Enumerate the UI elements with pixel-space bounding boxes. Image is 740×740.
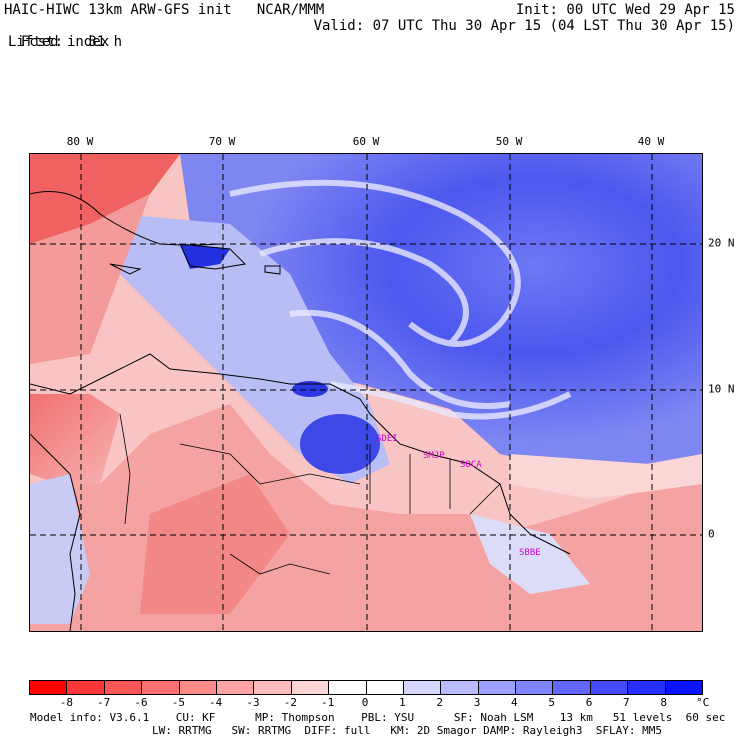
forecast-hour-label: Fcst: 31 h bbox=[4, 18, 122, 50]
deep-stable-trinidad bbox=[292, 381, 328, 397]
map-svg bbox=[30, 154, 702, 631]
colorbar-tick-label: -3 bbox=[246, 696, 260, 709]
valid-time: Valid: 07 UTC Thu 30 Apr 15 (04 LST Thu … bbox=[313, 18, 735, 34]
colorbar-tick-label: 3 bbox=[473, 696, 481, 709]
fcst-label: Fcst: bbox=[20, 34, 64, 50]
stable-caribbean-region bbox=[120, 214, 390, 484]
colorbar-tick-label: -6 bbox=[134, 696, 148, 709]
field-name: Lifted index bbox=[8, 34, 110, 50]
deep-stable-guiana bbox=[300, 414, 380, 474]
colorbar-swatch bbox=[142, 681, 180, 694]
colorbar-swatch bbox=[104, 681, 143, 694]
colorbar-swatch bbox=[516, 681, 554, 694]
colorbar-swatch bbox=[329, 681, 367, 694]
colorbar-swatch bbox=[67, 681, 105, 694]
lon-tick-60w: 60 W bbox=[352, 135, 380, 148]
colorbar-swatch bbox=[254, 681, 292, 694]
colorbar-swatch bbox=[366, 681, 404, 694]
lifted-index-map: SDEI SMJP SOCA SBBE bbox=[29, 153, 703, 632]
colorbar-tick-label: -5 bbox=[171, 696, 185, 709]
colorbar-unit: °C bbox=[696, 696, 710, 709]
colorbar-swatch bbox=[665, 681, 703, 694]
footer-physics: LW: RRTMG SW: RRTMG DIFF: full KM: 2D Sm… bbox=[152, 724, 662, 737]
colorbar-swatch bbox=[441, 681, 479, 694]
fcst-value: 31 h bbox=[88, 34, 123, 50]
colorbar-swatch bbox=[553, 681, 591, 694]
unstable-core bbox=[140, 474, 290, 614]
colorbar-tick-label: 7 bbox=[623, 696, 630, 709]
colorbar-swatch bbox=[30, 681, 68, 694]
unstable-gulf bbox=[30, 154, 180, 244]
colorbar-swatch bbox=[216, 681, 255, 694]
lat-tick-10n: 10 N bbox=[708, 382, 735, 396]
neutral-equator bbox=[510, 454, 702, 499]
deep-stable-hispaniola bbox=[180, 244, 230, 269]
lon-tick-70w: 70 W bbox=[208, 135, 236, 148]
cloud-swirl bbox=[229, 179, 572, 420]
colorbar-tick-label: 8 bbox=[660, 696, 667, 709]
colorbar-tick-label: 6 bbox=[585, 696, 593, 709]
colorbar-swatch bbox=[403, 681, 442, 694]
stable-amazon bbox=[470, 514, 590, 594]
colorbar-tick-label: -4 bbox=[209, 696, 223, 709]
stable-atlantic-region bbox=[180, 154, 702, 474]
init-time: Init: 00 UTC Wed 29 Apr 15 bbox=[515, 2, 735, 18]
footer-model-info: Model info: V3.6.1 CU: KF MP: Thompson P… bbox=[30, 711, 726, 724]
colorbar-tick-label: -2 bbox=[283, 696, 297, 709]
stable-pacific bbox=[30, 474, 90, 624]
colorbar-tick-label: 0 bbox=[361, 696, 369, 709]
colorbar-tick-label: 5 bbox=[548, 696, 555, 709]
lon-tick-40w: 40 W bbox=[637, 135, 665, 148]
colorbar-swatch bbox=[291, 681, 330, 694]
lat-tick-eq: 0 bbox=[708, 527, 715, 541]
model-title: HAIC-HIWC 13km ARW-GFS init NCAR/MMM bbox=[4, 2, 325, 18]
colorbar-swatch bbox=[179, 681, 217, 694]
unstable-central-america bbox=[30, 394, 120, 484]
colorbar-tick-label: -7 bbox=[97, 696, 111, 709]
borders bbox=[119, 413, 501, 575]
city-label-smjp: SMJP bbox=[423, 451, 445, 461]
colorbar bbox=[29, 680, 703, 695]
lat-tick-20n: 20 N bbox=[708, 236, 735, 250]
city-label-sdei: SDEI bbox=[376, 434, 398, 444]
city-label-soca: SOCA bbox=[460, 460, 482, 470]
unstable-west bbox=[30, 194, 150, 364]
lon-tick-50w: 50 W bbox=[495, 135, 523, 148]
latlon-grid bbox=[30, 154, 702, 631]
colorbar-swatch bbox=[478, 681, 517, 694]
colorbar-tick-label: 1 bbox=[399, 696, 406, 709]
colorbar-tick-label: 4 bbox=[511, 696, 518, 709]
colorbar-swatch bbox=[628, 681, 666, 694]
colorbar-tick-label: 2 bbox=[436, 696, 443, 709]
colorbar-tick-label: -1 bbox=[321, 696, 335, 709]
lon-tick-80w: 80 W bbox=[66, 135, 94, 148]
city-label-sbbe: SBBE bbox=[519, 548, 541, 558]
colorbar-tick-label: -8 bbox=[59, 696, 73, 709]
colorbar-swatch bbox=[590, 681, 629, 694]
